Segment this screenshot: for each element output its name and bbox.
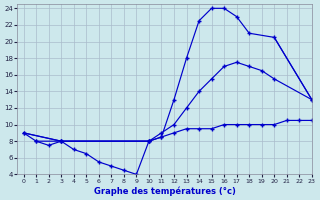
X-axis label: Graphe des températures (°c): Graphe des températures (°c)	[94, 186, 236, 196]
